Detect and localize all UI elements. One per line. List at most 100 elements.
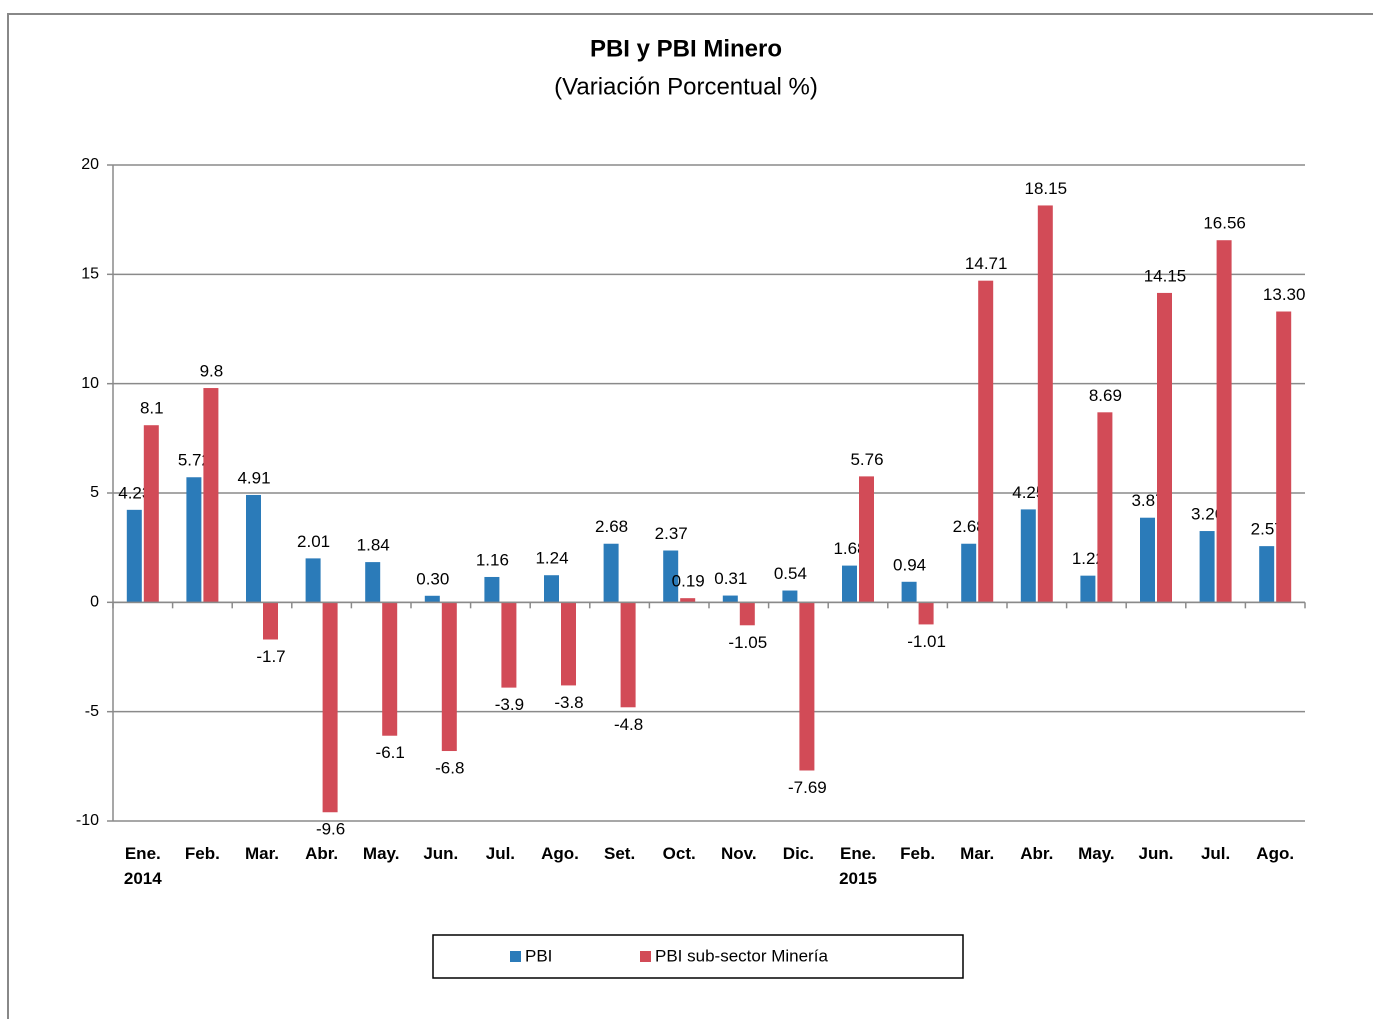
- data-label: 2.68: [595, 517, 628, 536]
- data-label: 2.68: [953, 517, 986, 536]
- data-label: 4.91: [237, 468, 270, 487]
- legend: [432, 934, 964, 979]
- data-label: 4.25: [1012, 483, 1045, 502]
- y-tick-label: 10: [81, 375, 99, 392]
- x-tick-label-line: Ene.: [125, 844, 161, 863]
- data-label: 1.16: [476, 550, 509, 569]
- data-label: 18.15: [1025, 179, 1068, 198]
- bar: [305, 558, 321, 603]
- x-tick-label: Mar.: [960, 844, 994, 863]
- bar: [978, 280, 994, 603]
- bar: [620, 602, 636, 708]
- data-label: 2.37: [655, 524, 688, 543]
- x-tick-label-line: Jun.: [1139, 844, 1174, 863]
- x-tick-label: Set.: [604, 844, 635, 863]
- legend-label: PBI sub-sector Minería: [655, 946, 828, 965]
- data-label: 1.24: [535, 549, 568, 568]
- x-tick-label-line: Set.: [604, 844, 635, 863]
- x-tick-label-line: Oct.: [663, 844, 696, 863]
- x-tick-label-line: 2015: [839, 869, 877, 888]
- x-tick-label-line: 2014: [124, 869, 162, 888]
- x-tick-label: May.: [363, 844, 400, 863]
- x-tick-label-line: Jul.: [486, 844, 515, 863]
- data-label: -6.1: [376, 743, 405, 762]
- bar: [126, 509, 142, 603]
- bar: [561, 602, 576, 686]
- x-tick-label: Ago.: [1256, 844, 1294, 863]
- x-tick-label: Nov.: [721, 844, 757, 863]
- x-tick-label-line: Mar.: [245, 844, 279, 863]
- bar: [1259, 546, 1275, 603]
- bar: [1097, 412, 1113, 603]
- data-label: 0.30: [416, 569, 449, 588]
- x-tick-label: May.: [1078, 844, 1115, 863]
- y-tick-label: 15: [81, 266, 99, 283]
- data-label: 1.84: [357, 536, 390, 555]
- bar: [322, 602, 338, 813]
- x-tick-label: Jul.: [1201, 844, 1230, 863]
- x-tick-label: Abr.: [305, 844, 338, 863]
- x-tick-label-line: Nov.: [721, 844, 757, 863]
- bar: [186, 477, 202, 603]
- bar: [1020, 509, 1036, 603]
- data-label: 14.71: [965, 254, 1008, 273]
- data-label: 0.94: [893, 555, 926, 574]
- x-tick-label: Jun.: [423, 844, 458, 863]
- bar: [901, 581, 917, 603]
- y-tick-label: 20: [81, 156, 99, 173]
- bar: [382, 602, 398, 736]
- bar: [1157, 292, 1172, 603]
- x-tick-label-line: Ene.: [840, 844, 876, 863]
- data-label: 14.15: [1144, 266, 1187, 285]
- x-tick-label-line: Mar.: [960, 844, 994, 863]
- data-label: 8.1: [140, 399, 164, 418]
- y-tick-label: -5: [85, 703, 99, 720]
- data-label: 1.68: [833, 539, 866, 558]
- data-label: -1.01: [907, 632, 946, 651]
- data-label: 2.01: [297, 532, 330, 551]
- bar: [1276, 311, 1292, 603]
- bar: [441, 602, 457, 752]
- bar: [739, 602, 755, 626]
- bar: [663, 550, 679, 603]
- data-label: -3.9: [495, 695, 524, 714]
- x-tick-label-line: Feb.: [900, 844, 935, 863]
- data-label: 3.26: [1191, 505, 1224, 524]
- bar: [859, 476, 874, 603]
- bar: [722, 595, 738, 603]
- frame: [7, 13, 1373, 1019]
- chart-subtitle: (Variación Porcentual %): [554, 73, 818, 100]
- bar: [1216, 240, 1232, 603]
- data-label: 5.72: [178, 451, 211, 470]
- bar: [961, 543, 977, 603]
- y-tick-label: -10: [76, 812, 99, 829]
- bar: [263, 602, 278, 640]
- data-label: -3.8: [554, 693, 583, 712]
- legend-swatch: [640, 951, 651, 962]
- x-tick-label-line: Feb.: [185, 844, 220, 863]
- x-tick-label: Ene. 2015: [839, 844, 877, 888]
- x-tick-label-line: Ago.: [541, 844, 579, 863]
- data-label: 5.76: [850, 450, 883, 469]
- x-tick-label: Dic.: [783, 844, 814, 863]
- legend-swatch: [510, 951, 521, 962]
- bar: [203, 388, 219, 603]
- x-tick-label: Jul.: [486, 844, 515, 863]
- bar: [1199, 531, 1215, 603]
- bar: [544, 575, 559, 603]
- bar: [1080, 575, 1096, 603]
- x-tick-label-line: May.: [363, 844, 400, 863]
- data-label: 4.23: [118, 483, 151, 502]
- bar: [782, 590, 798, 603]
- bar: [799, 602, 815, 771]
- data-label: -1.7: [256, 647, 285, 666]
- x-tick-label: Ago.: [541, 844, 579, 863]
- x-tick-label-line: Dic.: [783, 844, 814, 863]
- data-label: 0.19: [672, 572, 705, 591]
- data-label: 0.31: [714, 569, 747, 588]
- bar: [603, 543, 619, 603]
- x-tick-label-line: Ago.: [1256, 844, 1294, 863]
- data-label: 2.57: [1251, 520, 1284, 539]
- data-label: 0.54: [774, 564, 807, 583]
